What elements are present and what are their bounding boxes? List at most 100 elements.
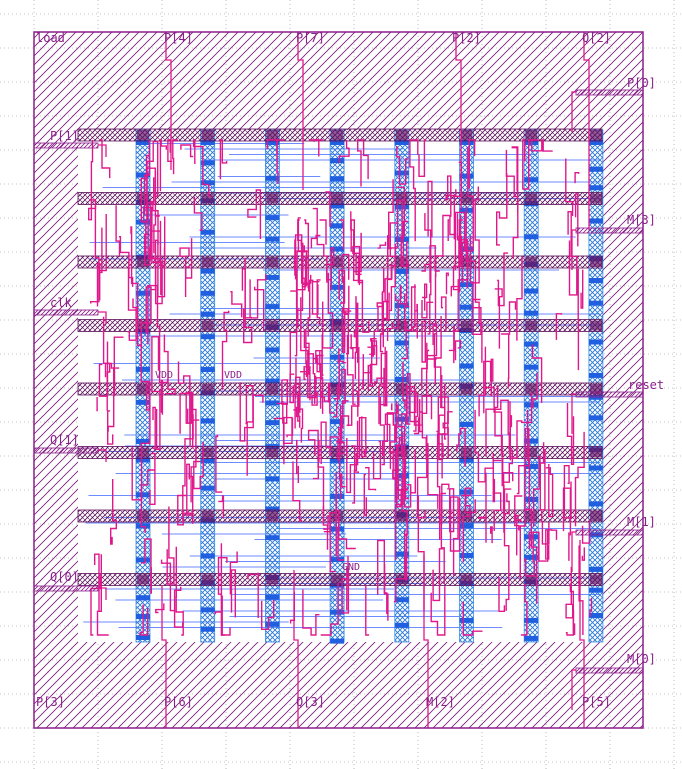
- signal-route-dense: [440, 483, 450, 525]
- signal-route: [336, 440, 341, 480]
- via-block: [394, 302, 409, 308]
- rail-via: [395, 193, 408, 204]
- signal-route: [572, 610, 576, 635]
- via-block: [459, 173, 474, 179]
- rail-via: [137, 130, 149, 140]
- rail-via: [589, 320, 602, 331]
- signal-route: [574, 172, 580, 184]
- rail-via: [589, 130, 602, 140]
- signal-route: [155, 603, 165, 614]
- signal-route: [307, 429, 325, 522]
- signal-route: [474, 409, 494, 483]
- signal-route: [539, 442, 546, 511]
- via-block: [265, 476, 280, 482]
- signal-route-dense: [388, 243, 396, 312]
- signal-route-dense: [301, 256, 307, 288]
- signal-route: [454, 146, 474, 271]
- signal-route: [565, 566, 574, 619]
- signal-route: [511, 146, 519, 214]
- pin-label-bottom-q3: Q[3]: [296, 695, 325, 709]
- pin-label-top-p4: P[4]: [164, 31, 193, 45]
- pin-bar-left: [33, 309, 99, 316]
- signal-route: [505, 149, 519, 259]
- rail-via: [460, 447, 473, 458]
- rail-via: [460, 193, 473, 204]
- signal-route-dense: [335, 486, 345, 561]
- signal-route-dense: [401, 321, 408, 360]
- rail-via: [395, 320, 408, 331]
- signal-route: [524, 465, 538, 604]
- signal-route: [312, 207, 328, 283]
- signal-route: [395, 444, 404, 561]
- rail-via: [137, 257, 149, 267]
- signal-route-dense: [350, 334, 354, 359]
- signal-route: [215, 434, 223, 493]
- signal-route: [136, 306, 142, 347]
- via-block: [524, 310, 539, 316]
- signal-route: [115, 205, 121, 258]
- signal-route: [509, 392, 533, 459]
- via-block: [265, 304, 280, 310]
- signal-route: [127, 226, 139, 311]
- signal-route-dense: [311, 391, 318, 406]
- via-block: [200, 140, 215, 145]
- pin-wire-right: [571, 669, 576, 710]
- signal-route: [193, 441, 204, 490]
- signal-route: [341, 555, 350, 614]
- signal-route-dense: [320, 421, 333, 464]
- rail-via: [201, 257, 214, 267]
- signal-route: [221, 310, 230, 390]
- pin-label-left-clk: clk: [50, 296, 72, 310]
- signal-route: [514, 495, 523, 531]
- signal-route: [254, 286, 265, 332]
- via-block: [459, 617, 474, 623]
- signal-route: [185, 391, 194, 449]
- signal-route: [186, 463, 194, 516]
- rail-via: [525, 130, 538, 140]
- signal-route: [94, 553, 100, 612]
- signal-route: [418, 139, 427, 177]
- signal-route: [405, 533, 408, 581]
- signal-route: [567, 211, 578, 296]
- signal-route: [250, 274, 267, 319]
- signal-route: [182, 414, 194, 522]
- signal-route: [490, 526, 493, 544]
- signal-route-dense: [421, 320, 427, 363]
- signal-route: [192, 139, 210, 198]
- via-block: [136, 172, 150, 178]
- signal-route: [478, 472, 487, 543]
- signal-route: [456, 213, 469, 289]
- via-block: [265, 215, 280, 221]
- rail-via: [460, 257, 473, 267]
- signal-route: [179, 247, 190, 297]
- signal-route: [160, 379, 164, 415]
- pin-bar-left: [33, 585, 99, 592]
- signal-route: [358, 417, 367, 459]
- via-block: [136, 595, 150, 601]
- via-block: [200, 290, 215, 296]
- signal-route: [308, 139, 320, 157]
- via-block: [136, 523, 150, 529]
- signal-route: [107, 367, 115, 432]
- signal-route: [144, 233, 151, 266]
- rail-via: [331, 257, 344, 267]
- pin-label-bottom-p5: P[5]: [582, 695, 611, 709]
- via-block: [136, 438, 150, 444]
- signal-route-dense: [352, 245, 361, 269]
- signal-route-dense: [361, 416, 368, 458]
- signal-route: [320, 582, 339, 636]
- via-block: [330, 223, 345, 229]
- signal-route-dense: [355, 390, 359, 417]
- rail-via: [331, 320, 344, 331]
- signal-route-dense: [365, 467, 377, 491]
- signal-route-dense: [409, 388, 417, 414]
- signal-route: [110, 479, 117, 545]
- via-block: [330, 203, 345, 209]
- via-block: [265, 378, 280, 384]
- via-block: [265, 535, 280, 541]
- via-block: [588, 465, 603, 471]
- signal-route: [468, 139, 476, 189]
- signal-route-dense: [339, 473, 346, 500]
- via-block: [200, 180, 215, 186]
